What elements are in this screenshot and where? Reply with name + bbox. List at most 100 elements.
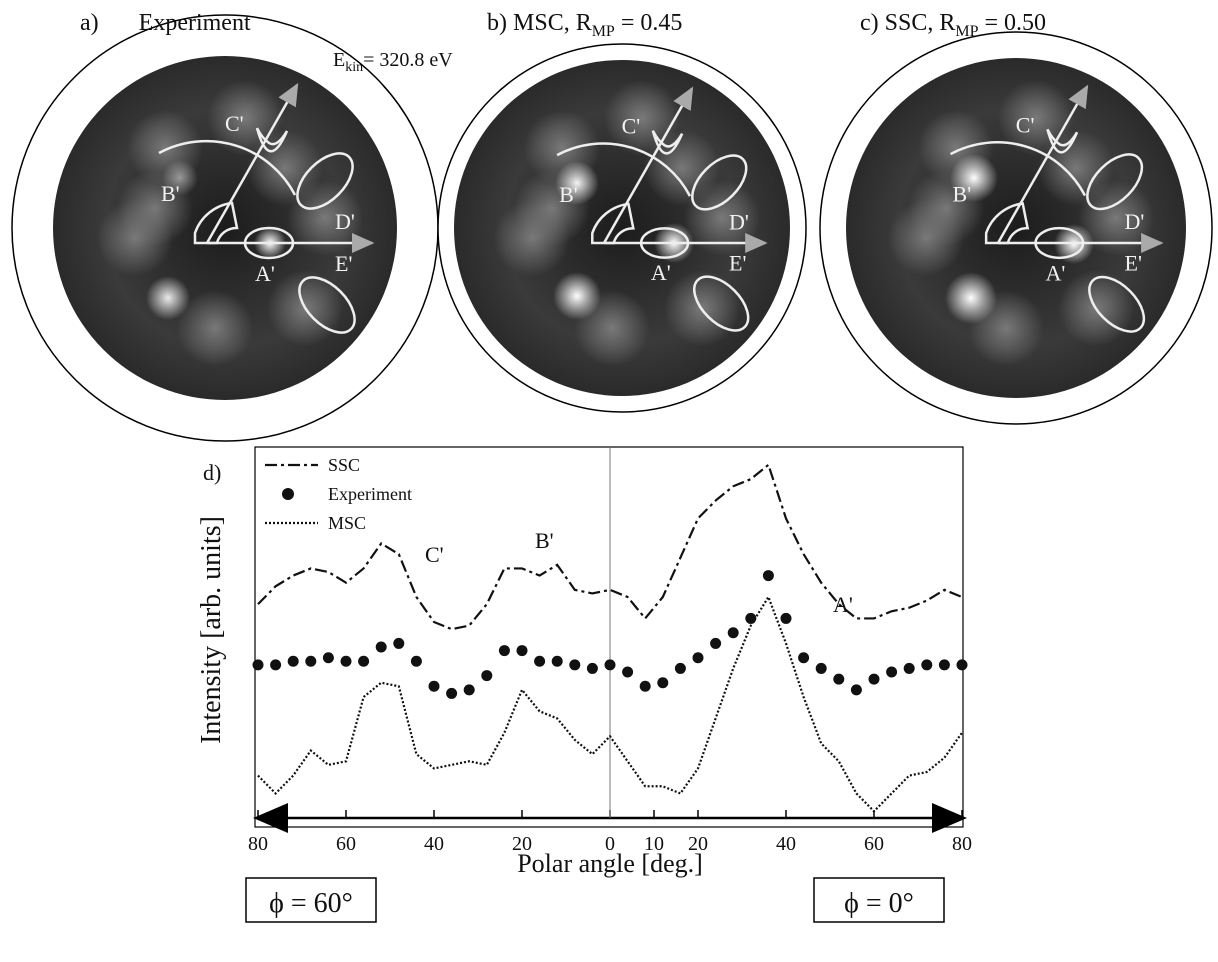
panel-title: b) MSC, RMP = 0.45 xyxy=(487,10,682,40)
panel-title: c) SSC, RMP = 0.50 xyxy=(860,10,1046,40)
panel-label: c) xyxy=(860,10,879,36)
feature-label: E' xyxy=(729,250,746,275)
data-point xyxy=(921,659,933,671)
legend-label: Experiment xyxy=(328,484,412,504)
y-axis-label: Intensity [arb. units] xyxy=(196,516,227,744)
feature-e xyxy=(1088,275,1146,333)
data-point xyxy=(305,655,317,667)
direction-box xyxy=(245,877,377,923)
arc xyxy=(949,141,1087,197)
feature-label: D' xyxy=(729,209,749,234)
x-tick-label: 80 xyxy=(952,833,972,855)
data-point xyxy=(815,662,827,674)
data-point xyxy=(868,673,880,685)
x-axis-label: Polar angle [deg.] xyxy=(517,849,703,878)
data-point xyxy=(674,662,686,674)
data-point xyxy=(270,659,282,671)
bright-spot xyxy=(162,160,198,196)
feature-a xyxy=(243,226,295,260)
data-point xyxy=(463,684,475,696)
feature-label: B' xyxy=(559,182,578,207)
plot-frame xyxy=(254,446,964,828)
x-tick-label: 80 xyxy=(248,833,268,855)
feature-c xyxy=(255,127,289,153)
x-tick-label: 40 xyxy=(424,833,444,855)
feature-label: E' xyxy=(335,251,352,276)
feature-a xyxy=(639,227,690,259)
axis-arrow xyxy=(205,82,299,244)
data-point xyxy=(446,687,458,699)
haze xyxy=(998,80,1074,156)
data-point xyxy=(639,680,651,692)
data-point xyxy=(745,612,757,624)
feature-d xyxy=(691,154,748,211)
panel-title-text: SSC, R xyxy=(885,10,956,36)
data-point xyxy=(481,670,493,682)
feature-a xyxy=(1034,226,1085,260)
x-tick-label: 10 xyxy=(644,833,664,855)
arc xyxy=(556,142,692,197)
bright-spot xyxy=(555,161,599,205)
data-point xyxy=(798,652,810,664)
panel-label: b) xyxy=(487,10,507,36)
data-point xyxy=(287,655,299,667)
arc xyxy=(158,139,297,196)
bright-spot xyxy=(945,272,997,324)
data-point xyxy=(428,680,440,692)
feature-b xyxy=(984,202,1030,245)
feature-label: A' xyxy=(1045,261,1065,286)
data-point xyxy=(410,655,422,667)
feature-c xyxy=(1046,128,1079,154)
feature-e xyxy=(298,276,356,334)
data-point xyxy=(569,659,581,671)
data-point xyxy=(956,659,968,671)
data-point xyxy=(886,666,898,678)
panel-label: d) xyxy=(203,460,221,485)
series-line xyxy=(257,594,963,813)
data-point xyxy=(604,659,616,671)
stereo-panel: A' B' C' D' E' b) MSC, RMP = 0.45 xyxy=(437,10,807,413)
data-point xyxy=(534,655,546,667)
feature-label: C' xyxy=(1016,112,1035,137)
x-tick-label: 40 xyxy=(776,833,796,855)
feature-d xyxy=(1086,153,1144,211)
bright-spot xyxy=(950,154,998,202)
panel-title-text: Experiment xyxy=(139,10,251,36)
data-point xyxy=(340,655,352,667)
legend-marker xyxy=(282,488,294,500)
feature-label: A' xyxy=(255,261,275,286)
stereo-panel: A' B' C' D' E' a) Experiment xyxy=(11,10,439,442)
energy-label: Ekin= 320.8 eV xyxy=(333,49,453,75)
data-point xyxy=(375,641,387,653)
data-point xyxy=(498,645,510,657)
data-point xyxy=(622,666,634,678)
subscript: kin xyxy=(345,60,363,75)
feature-d xyxy=(296,152,354,210)
feature-c xyxy=(651,130,684,155)
data-point xyxy=(252,659,264,671)
peak-label: C' xyxy=(425,542,444,567)
haze xyxy=(287,180,363,256)
data-point xyxy=(322,652,334,664)
series-line xyxy=(257,462,963,631)
haze xyxy=(604,80,680,156)
data-point xyxy=(903,662,915,674)
x-tick-label: 60 xyxy=(336,833,356,855)
data-point xyxy=(938,659,950,671)
x-tick-label: 0 xyxy=(605,833,615,855)
data-point xyxy=(727,627,739,639)
stereo-panel: A' B' C' D' E' c) SSC, RMP = 0.50 xyxy=(819,10,1213,425)
bright-spot xyxy=(146,276,190,320)
feature-label: E' xyxy=(1125,251,1142,276)
panel-title-rest: = 0.50 xyxy=(979,10,1047,36)
data-point xyxy=(551,655,563,667)
data-point xyxy=(393,637,405,649)
feature-e xyxy=(693,275,750,332)
data-point xyxy=(657,677,669,689)
data-point xyxy=(358,655,370,667)
panel-title: a) Experiment xyxy=(80,10,251,36)
data-point xyxy=(586,662,598,674)
data-point xyxy=(516,645,528,657)
subscript: MP xyxy=(955,23,978,40)
panel-title-rest: = 0.45 xyxy=(615,10,683,36)
